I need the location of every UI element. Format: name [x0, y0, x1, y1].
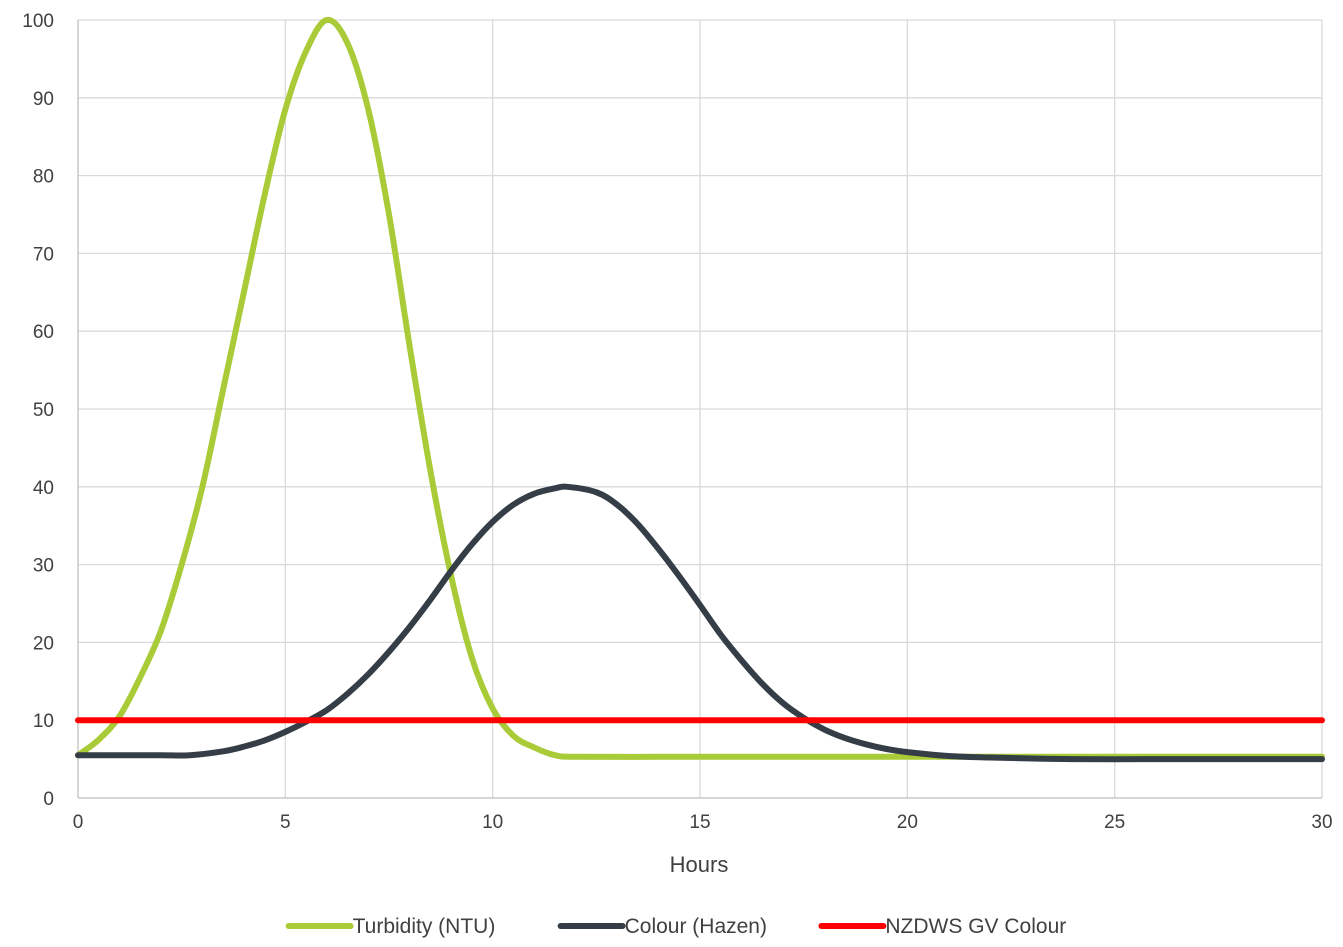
axes [77, 20, 1322, 799]
y-tick-label: 70 [33, 244, 54, 265]
legend-item-nzdws-gv-colour: NZDWS GV Colour [818, 915, 1066, 938]
x-axis-title: Hours [670, 852, 729, 877]
y-tick-label: 100 [22, 11, 54, 32]
y-tick-label: 40 [33, 478, 54, 499]
legend-label: Turbidity (NTU) [353, 915, 496, 938]
y-tick-label: 10 [33, 711, 54, 732]
y-tick-label: 80 [33, 167, 54, 188]
gridlines [78, 19, 1323, 798]
y-tick-label: 60 [33, 322, 54, 343]
legend-item-colour-hazen: Colour (Hazen) [557, 915, 767, 938]
x-tick-label: 5 [280, 812, 291, 833]
y-tick-label: 0 [43, 789, 54, 810]
series-lines [75, 16, 1325, 763]
legend-item-turbidity-ntu: Turbidity (NTU) [285, 915, 496, 938]
legend-label: Colour (Hazen) [625, 915, 767, 938]
series-line-colour-hazen [75, 483, 1325, 763]
tick-labels: 0 10 20 30 40 50 60 70 80 90 100 0 5 10 15 20 25 30 [22, 11, 1332, 833]
legend: Turbidity (NTU) Colour (Hazen) NZDWS GV Co… [285, 915, 1066, 938]
x-tick-label: 20 [897, 812, 918, 833]
y-tick-label: 50 [33, 400, 54, 421]
x-tick-label: 15 [689, 812, 710, 833]
x-tick-label: 25 [1104, 812, 1125, 833]
y-tick-label: 20 [33, 633, 54, 654]
y-tick-label: 30 [33, 556, 54, 577]
x-tick-label: 10 [482, 812, 503, 833]
x-tick-label: 30 [1311, 812, 1332, 833]
legend-label: NZDWS GV Colour [885, 915, 1066, 938]
series-line-turbidity-ntu [75, 16, 1325, 760]
y-tick-label: 90 [33, 89, 54, 110]
x-tick-label: 0 [73, 812, 84, 833]
